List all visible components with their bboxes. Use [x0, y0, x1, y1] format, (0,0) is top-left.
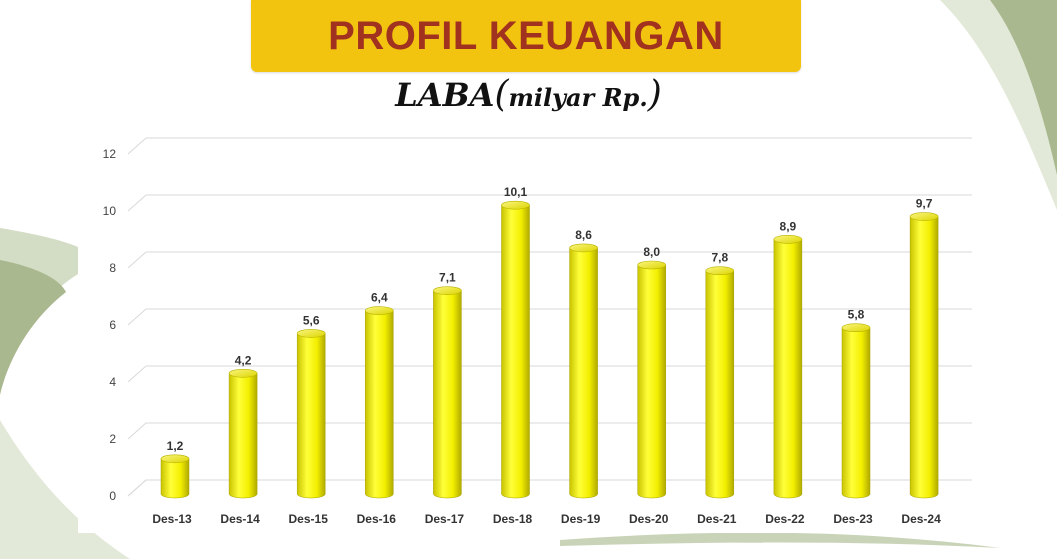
gridline — [127, 365, 972, 383]
data-label: 5,8 — [848, 308, 865, 322]
x-category-label: Des-20 — [629, 512, 669, 526]
bar-cap — [433, 286, 462, 295]
bar — [909, 212, 939, 499]
data-label: 1,2 — [167, 439, 184, 453]
bar-cap — [773, 235, 803, 244]
y-tick-label: 12 — [103, 147, 117, 161]
bar-cap — [501, 200, 530, 210]
bar-body — [705, 270, 735, 499]
data-label: 8,6 — [575, 228, 592, 242]
bar-body — [501, 204, 530, 499]
bars — [160, 200, 939, 499]
y-tick-label: 0 — [109, 489, 116, 503]
bar — [773, 235, 803, 499]
bar-body — [296, 333, 326, 499]
gridline — [127, 137, 972, 155]
x-category-label: Des-13 — [152, 512, 192, 526]
bar — [569, 243, 598, 499]
gridline — [127, 308, 972, 326]
x-category-label: Des-17 — [425, 512, 465, 526]
chart-subtitle: LABA(milyar Rp.) — [0, 74, 1057, 115]
bar — [160, 454, 190, 499]
bar — [433, 286, 462, 499]
bar-body — [365, 310, 394, 499]
left-bottom-swoosh — [0, 420, 130, 559]
bar-body — [160, 458, 190, 499]
x-category-label: Des-23 — [833, 512, 873, 526]
data-label: 7,1 — [439, 271, 456, 285]
data-label: 8,9 — [780, 219, 797, 233]
left-swoosh-outer — [0, 228, 100, 380]
subtitle-main: LABA — [395, 76, 495, 114]
x-category-label: Des-18 — [493, 512, 533, 526]
bar-body — [228, 373, 258, 499]
grid-layer — [127, 137, 972, 497]
x-category-label: Des-24 — [901, 512, 941, 526]
title-banner: PROFIL KEUANGAN — [251, 0, 801, 72]
bar-body — [569, 247, 598, 499]
x-category-label: Des-15 — [289, 512, 329, 526]
y-tick-label: 4 — [109, 375, 116, 389]
bar-cap — [569, 243, 598, 253]
bar-body — [433, 290, 462, 499]
bar-cap — [228, 368, 258, 378]
data-label: 8,0 — [643, 245, 660, 259]
data-labels: 1,2 4,2 5,6 6,4 7,1 10,1 8,6 8,0 7,8 8,9 5,8 9,7 — [167, 185, 933, 453]
y-tick-label: 8 — [109, 261, 116, 275]
y-tick-label: 2 — [109, 432, 116, 446]
subtitle-close-paren: ) — [647, 74, 662, 115]
right-swoosh-dark — [990, 0, 1057, 175]
bar — [296, 329, 326, 499]
bar-body — [909, 216, 939, 499]
bar — [841, 323, 871, 499]
data-label: 7,8 — [711, 251, 728, 265]
bar — [364, 306, 394, 499]
gridline — [127, 194, 972, 212]
bar-cap — [909, 212, 939, 221]
floor-line — [127, 479, 147, 497]
y-tick-label: 6 — [109, 318, 116, 332]
data-label: 9,7 — [916, 197, 933, 211]
bar — [228, 368, 258, 499]
bottom-swoosh — [560, 532, 1000, 548]
bar-cap — [364, 306, 394, 315]
x-category-label: Des-16 — [357, 512, 397, 526]
page-title: PROFIL KEUANGAN — [328, 13, 724, 58]
x-category-label: Des-21 — [697, 512, 737, 526]
gridline — [127, 422, 972, 440]
bar-cap — [705, 266, 735, 276]
x-category-label: Des-14 — [220, 512, 260, 526]
subtitle-open-paren: ( — [494, 74, 509, 115]
data-label: 4,2 — [235, 353, 252, 367]
bar — [501, 200, 530, 499]
bar — [705, 266, 735, 499]
bar-cap — [296, 329, 326, 338]
data-label: 6,4 — [371, 291, 388, 305]
bar-cap — [160, 454, 190, 464]
y-tick-label: 10 — [103, 204, 117, 218]
y-axis-ticks: 0 2 4 6 8 10 12 — [103, 147, 117, 503]
x-category-label: Des-22 — [765, 512, 805, 526]
x-axis-categories: Des-13 Des-14 Des-15 Des-16 Des-17 Des-18 Des-… — [152, 512, 941, 526]
bar-body — [637, 264, 666, 499]
bar-body — [773, 239, 803, 499]
gridline — [127, 251, 972, 269]
subtitle-unit: milyar Rp. — [508, 83, 648, 112]
bar-cap — [637, 260, 667, 270]
x-category-label: Des-19 — [561, 512, 601, 526]
bar-cap — [841, 323, 871, 333]
bar — [637, 260, 667, 499]
data-label: 10,1 — [504, 185, 528, 199]
left-swoosh-inner — [0, 260, 66, 395]
bar-body — [841, 327, 871, 499]
data-label: 5,6 — [303, 313, 320, 327]
